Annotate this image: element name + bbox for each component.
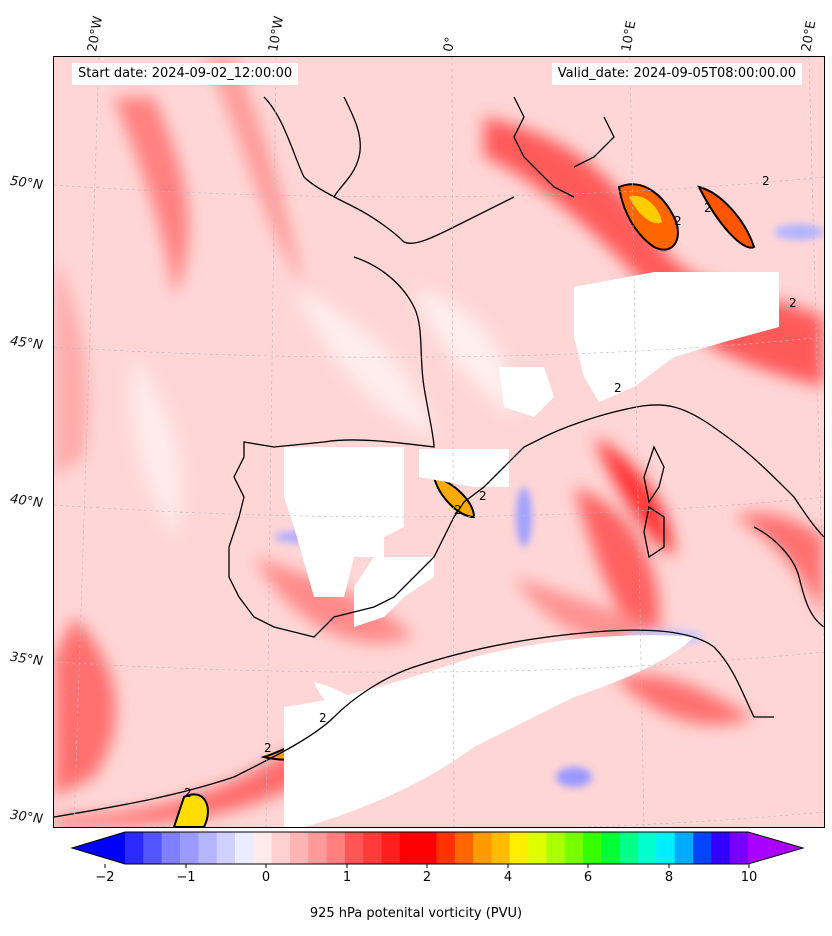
colorbar-segment — [363, 832, 383, 864]
colorbar-segment — [326, 832, 346, 864]
colorbar-left-arrow — [72, 832, 125, 864]
colorbar-segment — [436, 832, 456, 864]
colorbar-right-arrow — [748, 832, 803, 864]
contour-label: 2 — [264, 741, 272, 755]
lat-label-30n: 30°N — [9, 807, 44, 828]
colorbar-segment — [711, 832, 731, 864]
colorbar-segment — [161, 832, 181, 864]
contour-label: 2 — [479, 489, 487, 503]
contour-label: 2 — [674, 214, 682, 228]
cbar-tick-label: 10 — [740, 870, 758, 885]
cbar-tick-label: 2 — [422, 870, 432, 885]
colorbar-segment — [674, 832, 694, 864]
colorbar-segment — [656, 832, 676, 864]
colorbar-segments — [125, 832, 749, 864]
contour-labels: 2 2 2 2 2 2 2 2 2 2 — [184, 174, 797, 800]
colorbar-segment — [564, 832, 584, 864]
contour-label: 2 — [762, 174, 770, 188]
colorbar-segment — [198, 832, 218, 864]
cbar-tick-label: 0 — [261, 870, 271, 885]
colorbar-segment — [528, 832, 548, 864]
map-panel: 2 2 2 2 2 2 2 2 2 2 — [53, 56, 825, 828]
lat-label-45n: 45°N — [9, 333, 44, 354]
colorbar-segment — [289, 832, 309, 864]
colorbar-segment — [473, 832, 493, 864]
colorbar-title: 925 hPa potenital vorticity (PVU) — [309, 906, 523, 921]
lon-label-10e: 10°E — [619, 19, 640, 54]
colorbar-ticks — [104, 864, 750, 868]
colorbar-segment — [253, 832, 273, 864]
colorbar-segment — [418, 832, 438, 864]
colorbar-segment — [143, 832, 163, 864]
graticule — [54, 57, 824, 827]
cbar-tick-label: 8 — [664, 870, 674, 885]
cbar-tick-label: −2 — [95, 870, 115, 885]
colorbar-outline — [70, 831, 805, 865]
colorbar-segment — [601, 832, 621, 864]
contour-label: 2 — [184, 786, 192, 800]
colorbar-segment — [693, 832, 712, 864]
contour-label: 2 — [454, 503, 462, 517]
colorbar-segment — [509, 832, 529, 864]
colorbar-segment — [216, 832, 236, 864]
colorbar-segment — [179, 832, 199, 864]
cbar-tick-label: 6 — [583, 870, 593, 885]
colorbar-segment — [729, 832, 749, 864]
colorbar-segment — [491, 832, 511, 864]
lat-label-50n: 50°N — [9, 173, 44, 194]
start-date-label: Start date: 2024-09-02_12:00:00 — [72, 63, 299, 85]
lon-label-20e: 20°E — [799, 19, 820, 54]
colorbar-segment — [381, 832, 401, 864]
pv-field-map: 2 2 2 2 2 2 2 2 2 2 — [54, 57, 824, 827]
cbar-tick-label: 4 — [503, 870, 513, 885]
colorbar-segment — [399, 832, 419, 864]
colorbar-segment — [546, 832, 566, 864]
colorbar-segment — [234, 832, 254, 864]
lon-label-20w: 20°W — [85, 15, 107, 54]
valid-date-label: Valid_date: 2024-09-05T08:00:00.00 — [551, 63, 802, 85]
cbar-tick-label: −1 — [176, 870, 196, 885]
contour-label: 2 — [319, 711, 327, 725]
colorbar-segment — [344, 832, 364, 864]
lon-label-0: 0° — [441, 35, 459, 53]
colorbar-segment — [619, 832, 639, 864]
lat-label-35n: 35°N — [9, 649, 44, 670]
colorbar — [70, 831, 805, 868]
contour-label: 2 — [789, 296, 797, 310]
colorbar-segment — [125, 832, 144, 864]
contour-label: 2 — [614, 381, 622, 395]
colorbar-segment — [308, 832, 328, 864]
colorbar-segment — [638, 832, 657, 864]
colorbar-segment — [454, 832, 474, 864]
cbar-tick-label: 1 — [342, 870, 352, 885]
coastlines — [54, 96, 824, 818]
colorbar-segment — [583, 832, 603, 864]
lon-label-10w: 10°W — [266, 15, 288, 54]
masked-terrain — [284, 272, 779, 827]
lat-label-40n: 40°N — [9, 491, 44, 512]
colorbar-segment — [271, 832, 291, 864]
contour-label: 2 — [704, 201, 712, 215]
pv-bands-light — [131, 287, 514, 537]
